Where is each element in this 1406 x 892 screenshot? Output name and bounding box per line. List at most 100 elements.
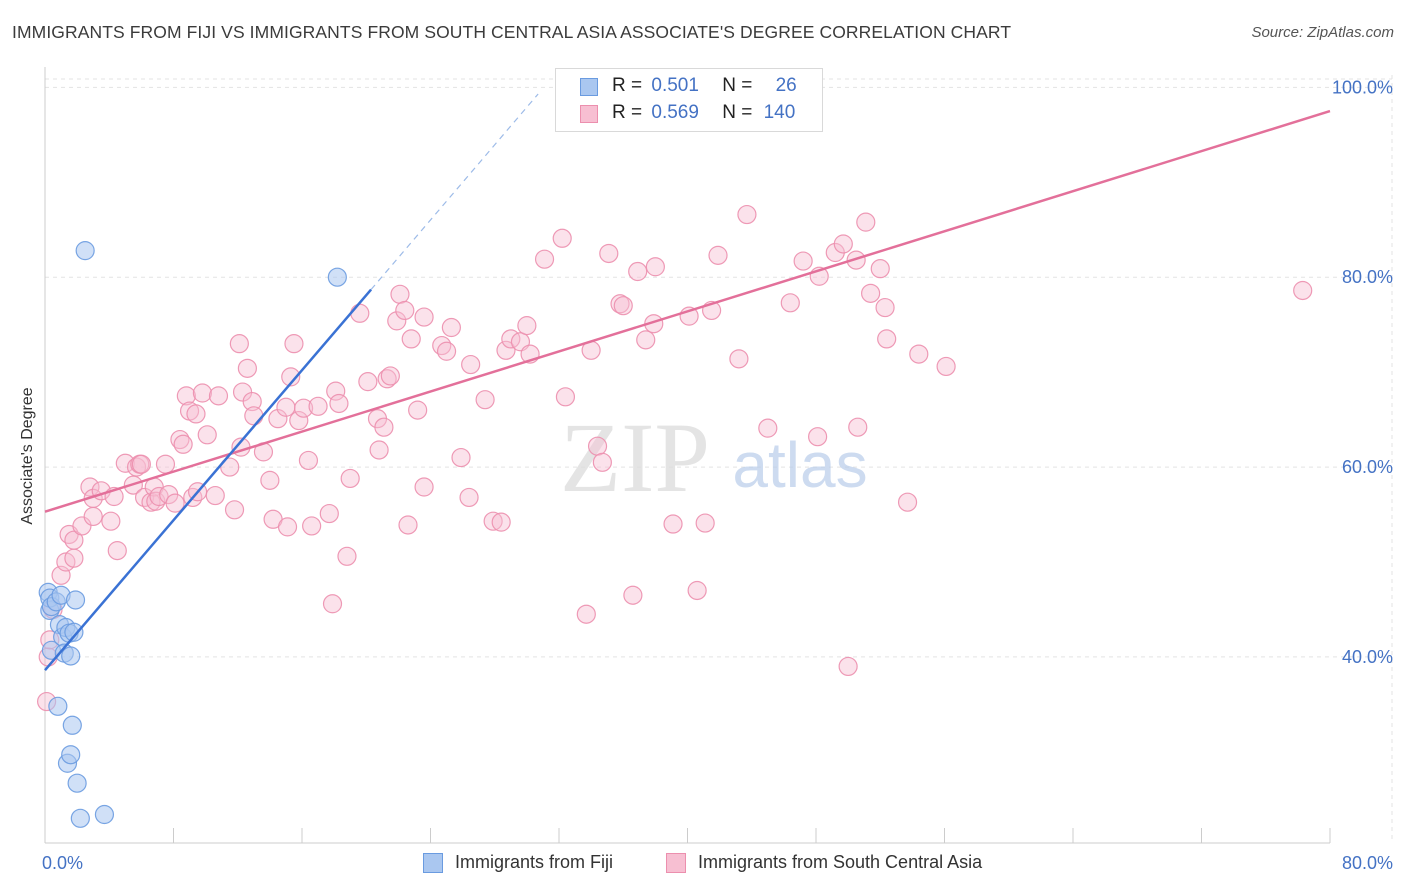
sca-point [645,257,665,277]
sca-point [780,293,800,313]
sca-point [555,387,576,407]
sca-point [337,546,357,566]
sca-point [1293,280,1313,301]
sca-point [358,372,378,392]
sca-point [592,452,612,472]
y-tick-label: 100.0% [1332,77,1393,97]
sca-point [80,477,100,497]
watermark-zip: ZIP [560,402,710,513]
n-label: N = [722,75,753,96]
x-tick-label: 80.0% [1342,853,1393,873]
y-tick-label: 80.0% [1342,267,1393,287]
sca-point [284,334,304,354]
sca-point [395,300,415,321]
sca-point [408,400,428,420]
sca-point [260,470,280,490]
trend-lines [44,93,1331,672]
n-label: N = [722,102,753,123]
sca-point [289,410,309,431]
sca-swatch [580,105,598,123]
sca-point [877,329,897,349]
sca-point [737,204,757,225]
sca-point [308,396,328,416]
sca-point [663,514,683,534]
sca-point [340,468,360,489]
sca-point [220,457,240,477]
sca-point [758,418,778,438]
sca-point [846,250,866,270]
sca-point [491,512,511,532]
sca-point [441,317,461,338]
r-value: 0.569 [651,102,699,123]
sca-point [387,311,407,331]
sca-point [298,450,319,471]
watermark-atlas: atlas [732,429,867,501]
y-tick-label: 60.0% [1342,457,1393,477]
sca-point [414,307,434,327]
sca-point [517,316,537,336]
sca-point [897,492,918,512]
sca-point [599,243,619,264]
sca-point [149,486,169,507]
sca-point [451,447,471,468]
sca-legend-swatch [666,853,686,873]
sca-point [936,356,956,377]
source-credit: Source: ZipAtlas.com [1251,24,1394,41]
fiji-point [62,715,82,735]
sca-point [856,212,876,232]
sca-point [623,585,643,605]
sca-point [870,259,890,279]
legend-label-south-central-asia: Immigrants from South Central Asia [698,852,983,872]
sca-point [329,393,349,414]
chart-title: IMMIGRANTS FROM FIJI VS IMMIGRANTS FROM … [12,22,1012,42]
sca-point [729,349,749,369]
sca-point [229,334,249,354]
series-fiji-points [38,241,347,828]
sca-point [687,580,707,601]
sca-point [192,383,213,403]
sca-point [186,404,206,424]
sca-point [244,406,264,426]
sca-point [576,604,596,624]
sca-point [459,487,479,508]
r-label: R = [612,102,643,123]
sca-point [107,541,127,561]
sca-point [398,515,418,535]
r-label: R = [612,75,643,96]
sca-point [483,511,503,531]
sca-point [350,303,370,323]
sca-point [369,440,389,460]
fiji-swatch [580,78,598,96]
sca-point [833,234,853,254]
sca-point [552,228,572,248]
legend-label-fiji: Immigrants from Fiji [455,852,614,872]
sca-point [326,381,346,401]
sca-point [237,358,257,378]
fiji-trend-extension [370,93,539,290]
fiji-point [75,241,95,261]
sca-point [224,500,245,520]
sca-point [461,354,481,375]
sca-point [205,485,225,506]
fiji-point [61,646,81,666]
sca-point [131,454,151,474]
fiji-point [61,745,81,765]
sca-point [628,261,648,282]
series-legend: Immigrants from Fiji Immigrants from Sou… [0,851,1406,877]
sca-point [173,434,193,454]
fiji-point [70,808,90,828]
sca-point [848,417,868,437]
watermark: ZIP atlas [560,402,868,513]
fiji-trend-line [44,288,373,672]
sca-point [208,386,229,406]
sca-point [294,398,314,418]
sca-point [374,417,394,437]
grid-lines [45,75,1393,843]
sca-point [64,548,84,568]
x-tick-label: 0.0% [42,853,83,873]
sca-point [587,436,608,456]
sca-point [708,245,728,265]
sca-point [72,516,92,536]
fiji-point [67,773,87,793]
